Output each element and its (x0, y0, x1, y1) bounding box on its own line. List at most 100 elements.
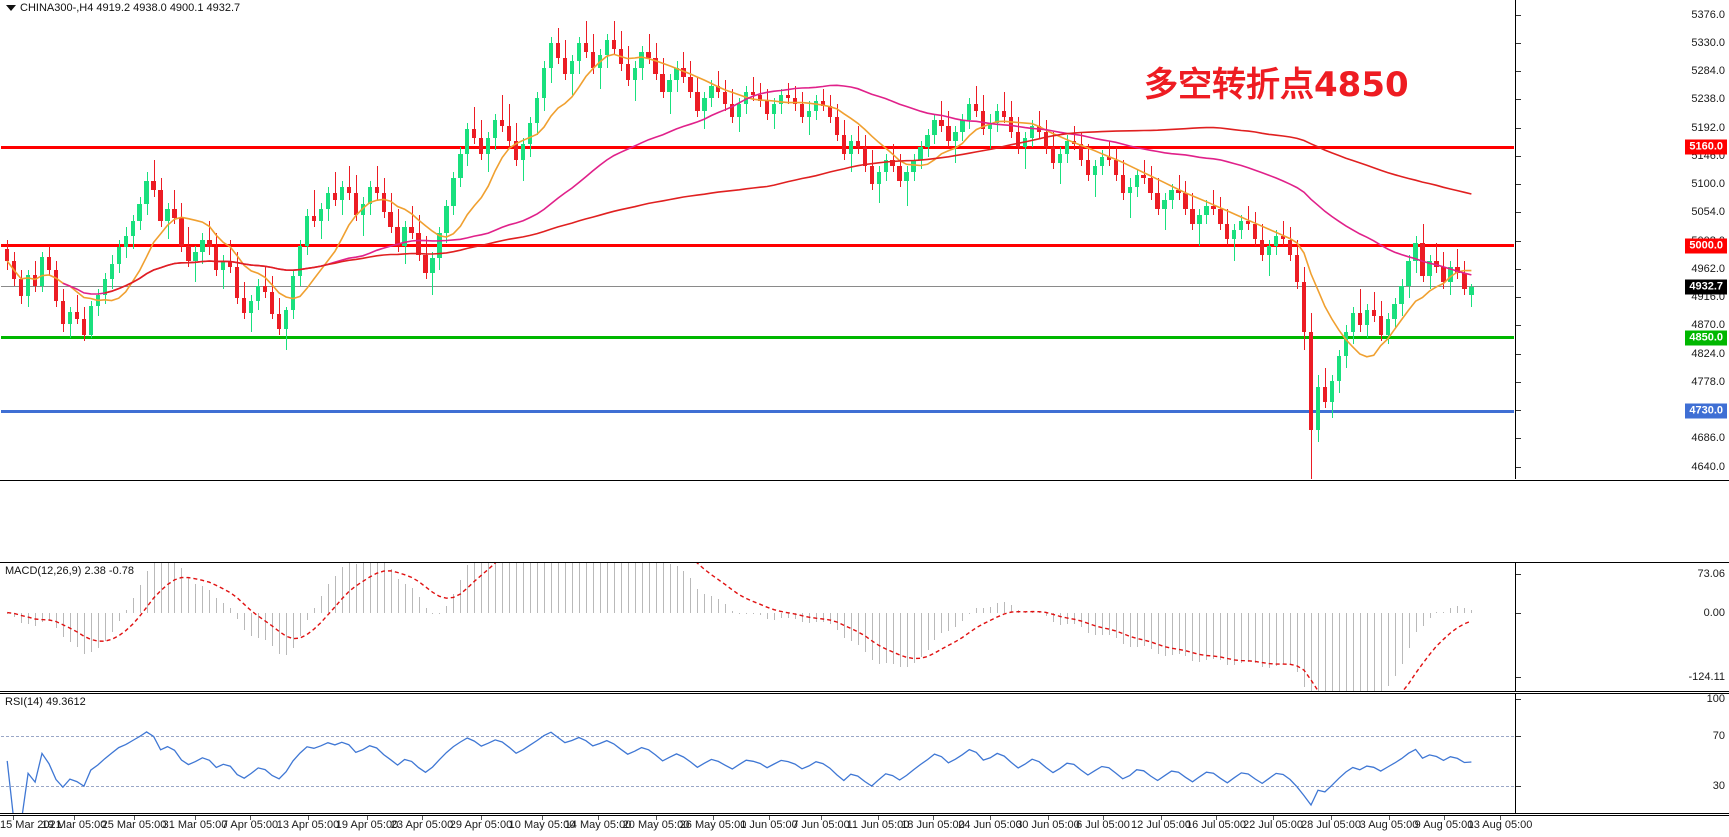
candle-body (688, 76, 693, 93)
candle-body (1378, 316, 1383, 335)
macd-histogram-bar (823, 612, 824, 622)
time-tick-label: 1 Jun 05:00 (740, 819, 798, 831)
candle-body (548, 42, 554, 68)
rsi-panel[interactable]: 100 70 30 RSI(14) 49.3612 (0, 693, 1729, 814)
macd-histogram-bar (941, 612, 942, 633)
macd-histogram-bar (893, 612, 894, 664)
target-4730-tag[interactable]: 4730.0 (1685, 403, 1727, 419)
price-plot-area[interactable] (1, 0, 1514, 479)
candle-body (423, 254, 428, 274)
time-tick-label: 24 Jun 05:00 (958, 819, 1022, 831)
macd-histogram-bar (795, 612, 796, 619)
macd-histogram-bar (1436, 612, 1437, 614)
time-tickmark (598, 816, 599, 820)
candle-wick (1374, 291, 1375, 323)
macd-histogram-bar (432, 612, 433, 614)
candle-body (172, 208, 177, 218)
price-tickmark (1516, 466, 1521, 468)
macd-histogram-bar (690, 578, 691, 613)
macd-histogram-bar (258, 612, 259, 638)
price-axis[interactable]: 5376.0 5330.0 5284.0 5238.0 5192.0 5146.0 5100… (1515, 0, 1729, 479)
macd-histogram-bar (746, 612, 747, 614)
macd-histogram-bar (739, 612, 740, 614)
candle-body (709, 85, 714, 99)
candle-body (493, 119, 498, 139)
candle-wick (377, 165, 378, 200)
price-panel[interactable]: 5376.0 5330.0 5284.0 5238.0 5192.0 5146.0 5100… (0, 0, 1729, 481)
candle-body (883, 159, 888, 172)
macd-histogram-bar (307, 612, 308, 620)
macd-histogram-bar (649, 563, 650, 613)
macd-histogram-bar (1471, 609, 1472, 613)
candle-body (311, 216, 317, 222)
candle-body (869, 165, 874, 185)
candle-body (39, 256, 45, 286)
resistance-5000-tag[interactable]: 5000.0 (1685, 238, 1727, 254)
support-line-4850[interactable] (1, 336, 1514, 340)
time-axis[interactable]: 15 Mar 2021 19 Mar 05:00 25 Mar 05:00 31 Ma… (0, 815, 1729, 837)
price-tickmark (1516, 410, 1521, 412)
candle-body (46, 256, 52, 271)
candle-wick (774, 98, 775, 129)
resistance-line-5160[interactable] (1, 145, 1514, 149)
candle-body (806, 110, 812, 117)
macd-histogram-bar (154, 563, 155, 613)
macd-histogram-bar (1269, 612, 1270, 668)
macd-histogram-bar (900, 612, 901, 667)
macd-histogram-bar (1102, 612, 1103, 635)
rsi-tickmark (1516, 736, 1521, 738)
macd-histogram-bar (1213, 612, 1214, 659)
rsi-plot-area[interactable] (1, 694, 1514, 813)
candle-body (981, 110, 986, 129)
candle-body (1092, 165, 1097, 175)
macd-histogram-bar (774, 612, 775, 620)
resistance-5160-tag[interactable]: 5160.0 (1685, 139, 1727, 155)
macd-histogram-bar (530, 563, 531, 613)
candle-wick (649, 33, 650, 65)
macd-histogram-bar (879, 612, 880, 664)
candle-wick (349, 165, 350, 200)
support-4850-tag[interactable]: 4850.0 (1685, 330, 1727, 346)
macd-histogram-bar (837, 612, 838, 630)
candle-body (1218, 208, 1223, 225)
caret-down-icon[interactable] (6, 5, 16, 11)
time-tick-label: 29 Apr 05:00 (449, 819, 513, 831)
candle-body (1385, 319, 1390, 335)
macd-histogram-bar (98, 612, 99, 649)
candle-body (555, 42, 561, 59)
macd-plot-area[interactable] (1, 563, 1514, 691)
macd-histogram-bar (1318, 612, 1319, 691)
candle-body (1113, 159, 1118, 175)
macd-tick-label: 0.00 (1703, 606, 1725, 619)
last-price-line-4932[interactable] (1, 286, 1514, 288)
price-tickmark (1516, 212, 1521, 214)
macd-histogram-bar (363, 563, 364, 613)
candle-body (1176, 190, 1181, 194)
macd-histogram-bar (1046, 612, 1047, 616)
macd-histogram-bar (1185, 612, 1186, 656)
candle-body (1064, 141, 1070, 154)
candle-body (165, 208, 170, 222)
macd-histogram-bar (1416, 612, 1417, 632)
candle-body (674, 67, 679, 80)
macd-histogram-bar (802, 612, 803, 623)
resistance-line-5000[interactable] (1, 244, 1514, 248)
time-tick-label: 19 Mar 05:00 (41, 819, 107, 831)
macd-histogram-bar (77, 612, 78, 647)
candle-body (1371, 310, 1376, 317)
candle-body (1162, 199, 1167, 209)
candle-body (1002, 110, 1007, 117)
time-tickmark (821, 816, 822, 820)
macd-panel[interactable]: 73.06 0.00 -124.11 MACD(12,26,9) 2.38 -0.7… (0, 562, 1729, 692)
candle-body (820, 101, 826, 106)
candle-body (576, 42, 582, 62)
target-line-4730[interactable] (1, 409, 1514, 413)
candle-wick (432, 251, 433, 295)
macd-histogram-bar (42, 612, 43, 623)
macd-histogram-bar (502, 563, 503, 613)
macd-histogram-bar (265, 612, 266, 640)
candle-body (702, 98, 707, 111)
macd-histogram-bar (1402, 612, 1403, 664)
last-price-tag[interactable]: 4932.7 (1685, 279, 1727, 295)
candle-body (249, 300, 254, 314)
